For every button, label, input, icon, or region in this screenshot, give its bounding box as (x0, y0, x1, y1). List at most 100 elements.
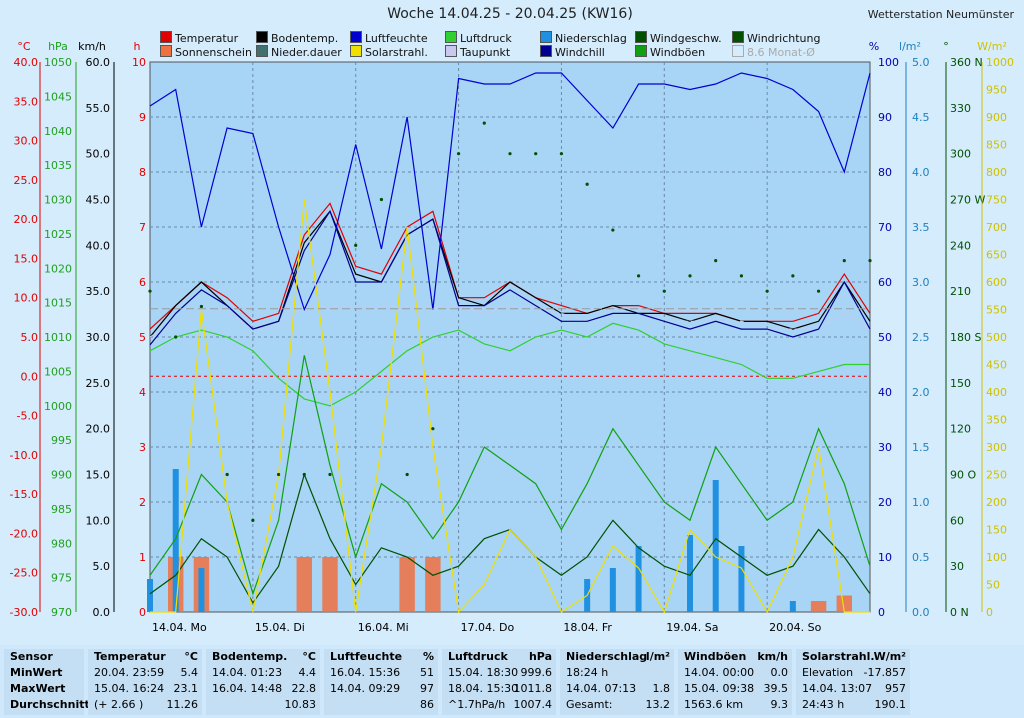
axis-tick-solar: 350 (986, 414, 1007, 427)
stats-value: 9.3 (770, 698, 789, 711)
stats-row: Elevation -17.857 (796, 665, 910, 681)
legend-label: Windgeschw. (650, 32, 722, 45)
wind-direction-point (739, 274, 744, 278)
sunshine-bar (296, 557, 312, 612)
legend-label: Bodentemp. (271, 32, 339, 45)
axis-tick-wind: 0.0 (93, 606, 111, 619)
axis-unit-solar: W/m² (977, 40, 1007, 53)
axis-tick-wind: 60.0 (86, 56, 111, 69)
axis-unit-direction: ° (943, 40, 949, 53)
stats-header: Temperatur (94, 650, 166, 663)
axis-tick-direction: 150 (950, 377, 971, 390)
stats-unit: W/m² (873, 650, 906, 663)
wind-direction-point (791, 274, 795, 278)
stats-value: 1007.4 (513, 698, 553, 711)
axis-tick-hours: 0 (139, 606, 146, 619)
wind-direction-point (559, 152, 564, 156)
stats-unit: °C (184, 650, 198, 663)
stats-row: 20.04. 23:59 5.4 (88, 665, 202, 681)
axis-tick-pressure: 1025 (44, 228, 72, 241)
stats-header: Luftfeuchte (330, 650, 403, 663)
x-tick-label: 20.04. So (769, 621, 821, 634)
axis-tick-rain: 4.0 (912, 166, 930, 179)
axis-tick-temp: -5.0 (17, 410, 38, 423)
stats-row: 14.04. 09:29 97 (324, 681, 438, 697)
stats-label: 14.04. 13:07 (802, 682, 873, 695)
wind-direction-point (636, 274, 641, 278)
axis-tick-direction: 180 S (950, 331, 981, 344)
stats-label: 15.04. 18:30 (448, 666, 519, 679)
stats-unit: hPa (528, 650, 552, 663)
axis-tick-rain: 1.5 (912, 441, 930, 454)
axis-tick-wind: 50.0 (86, 148, 111, 161)
axis-tick-humidity: 40 (878, 386, 892, 399)
axis-tick-wind: 40.0 (86, 239, 111, 252)
legend-swatch (160, 45, 172, 57)
axis-tick-pressure: 1000 (44, 400, 72, 413)
wind-direction-point (585, 182, 589, 186)
legend-swatch (256, 45, 268, 57)
wind-direction-point (816, 289, 821, 293)
stats-unit: % (422, 650, 434, 663)
axis-tick-pressure: 970 (51, 606, 72, 619)
stats-row: 16.04. 14:48 22.8 (206, 681, 320, 697)
stats-label: (+ 2.66 ) (94, 698, 144, 711)
axis-tick-direction: 210 (950, 285, 971, 298)
stats-value: 957 (885, 682, 906, 695)
axis-tick-solar: 250 (986, 469, 1007, 482)
x-tick-label: 19.04. Sa (666, 621, 718, 634)
stats-label: Elevation (802, 666, 854, 679)
axis-tick-temp: 25.0 (14, 174, 39, 187)
axis-tick-temp: -20.0 (10, 527, 38, 540)
precipitation-bar (609, 568, 616, 612)
axis-tick-humidity: 60 (878, 276, 892, 289)
axis-tick-direction: 330 (950, 102, 971, 115)
axis-unit-temp: °C (17, 40, 31, 53)
wind-direction-point (148, 289, 152, 293)
axis-tick-temp: -30.0 (10, 606, 38, 619)
stats-column: Solarstrahl. W/m² Elevation -17.857 14.04. 1… (796, 649, 910, 715)
wind-direction-point (842, 259, 846, 263)
weather-chart: 40.035.030.025.020.015.010.05.00.0-5.0-1… (10, 40, 1014, 634)
axis-tick-wind: 55.0 (86, 102, 111, 115)
stats-header-row: Bodentemp. °C (206, 649, 320, 665)
axis-tick-direction: 60 (950, 514, 964, 527)
axis-tick-rain: 2.0 (912, 386, 930, 399)
stats-row: ^1.7hPa/h 1007.4 (442, 697, 556, 713)
stats-value: 0.0 (770, 666, 789, 679)
legend-item: Niederschlag (540, 31, 627, 45)
axis-tick-humidity: 0 (878, 606, 885, 619)
axis-tick-humidity: 10 (878, 551, 892, 564)
sunshine-bar (425, 557, 441, 612)
legend-swatch (445, 45, 457, 57)
stats-header-row: Luftdruck hPa (442, 649, 556, 665)
axis-tick-pressure: 995 (51, 434, 72, 447)
axis-tick-pressure: 1040 (44, 125, 72, 138)
stats-header: Niederschlag (566, 650, 648, 663)
wind-direction-point (328, 472, 332, 477)
wind-direction-point (431, 427, 435, 431)
series-line (149, 72, 871, 312)
axis-tick-pressure: 1005 (44, 365, 72, 378)
legend-label: Sonnenschein (175, 46, 252, 59)
stats-row: 15.04. 16:24 23.1 (88, 681, 202, 697)
wind-direction-point (688, 274, 692, 278)
legend-item: Bodentemp. (256, 31, 338, 45)
axis-tick-rain: 3.5 (912, 221, 930, 234)
axis-tick-wind: 20.0 (86, 423, 111, 436)
stats-header: Solarstrahl. (802, 650, 875, 663)
axis-tick-temp: 40.0 (14, 56, 39, 69)
stats-value: 1.8 (652, 682, 671, 695)
x-tick-label: 18.04. Fr (563, 621, 612, 634)
axis-tick-solar: 950 (986, 84, 1007, 97)
stats-value: 39.5 (763, 682, 789, 695)
axis-tick-solar: 50 (986, 579, 1000, 592)
stats-value: 23.1 (173, 682, 199, 695)
sunshine-bar (810, 601, 827, 612)
legend-label: Niederschlag (555, 32, 627, 45)
axis-tick-solar: 400 (986, 386, 1007, 399)
axis-tick-temp: -25.0 (10, 567, 38, 580)
axis-tick-rain: 2.5 (912, 331, 930, 344)
axis-tick-temp: 15.0 (14, 252, 39, 265)
x-tick-label: 17.04. Do (461, 621, 515, 634)
